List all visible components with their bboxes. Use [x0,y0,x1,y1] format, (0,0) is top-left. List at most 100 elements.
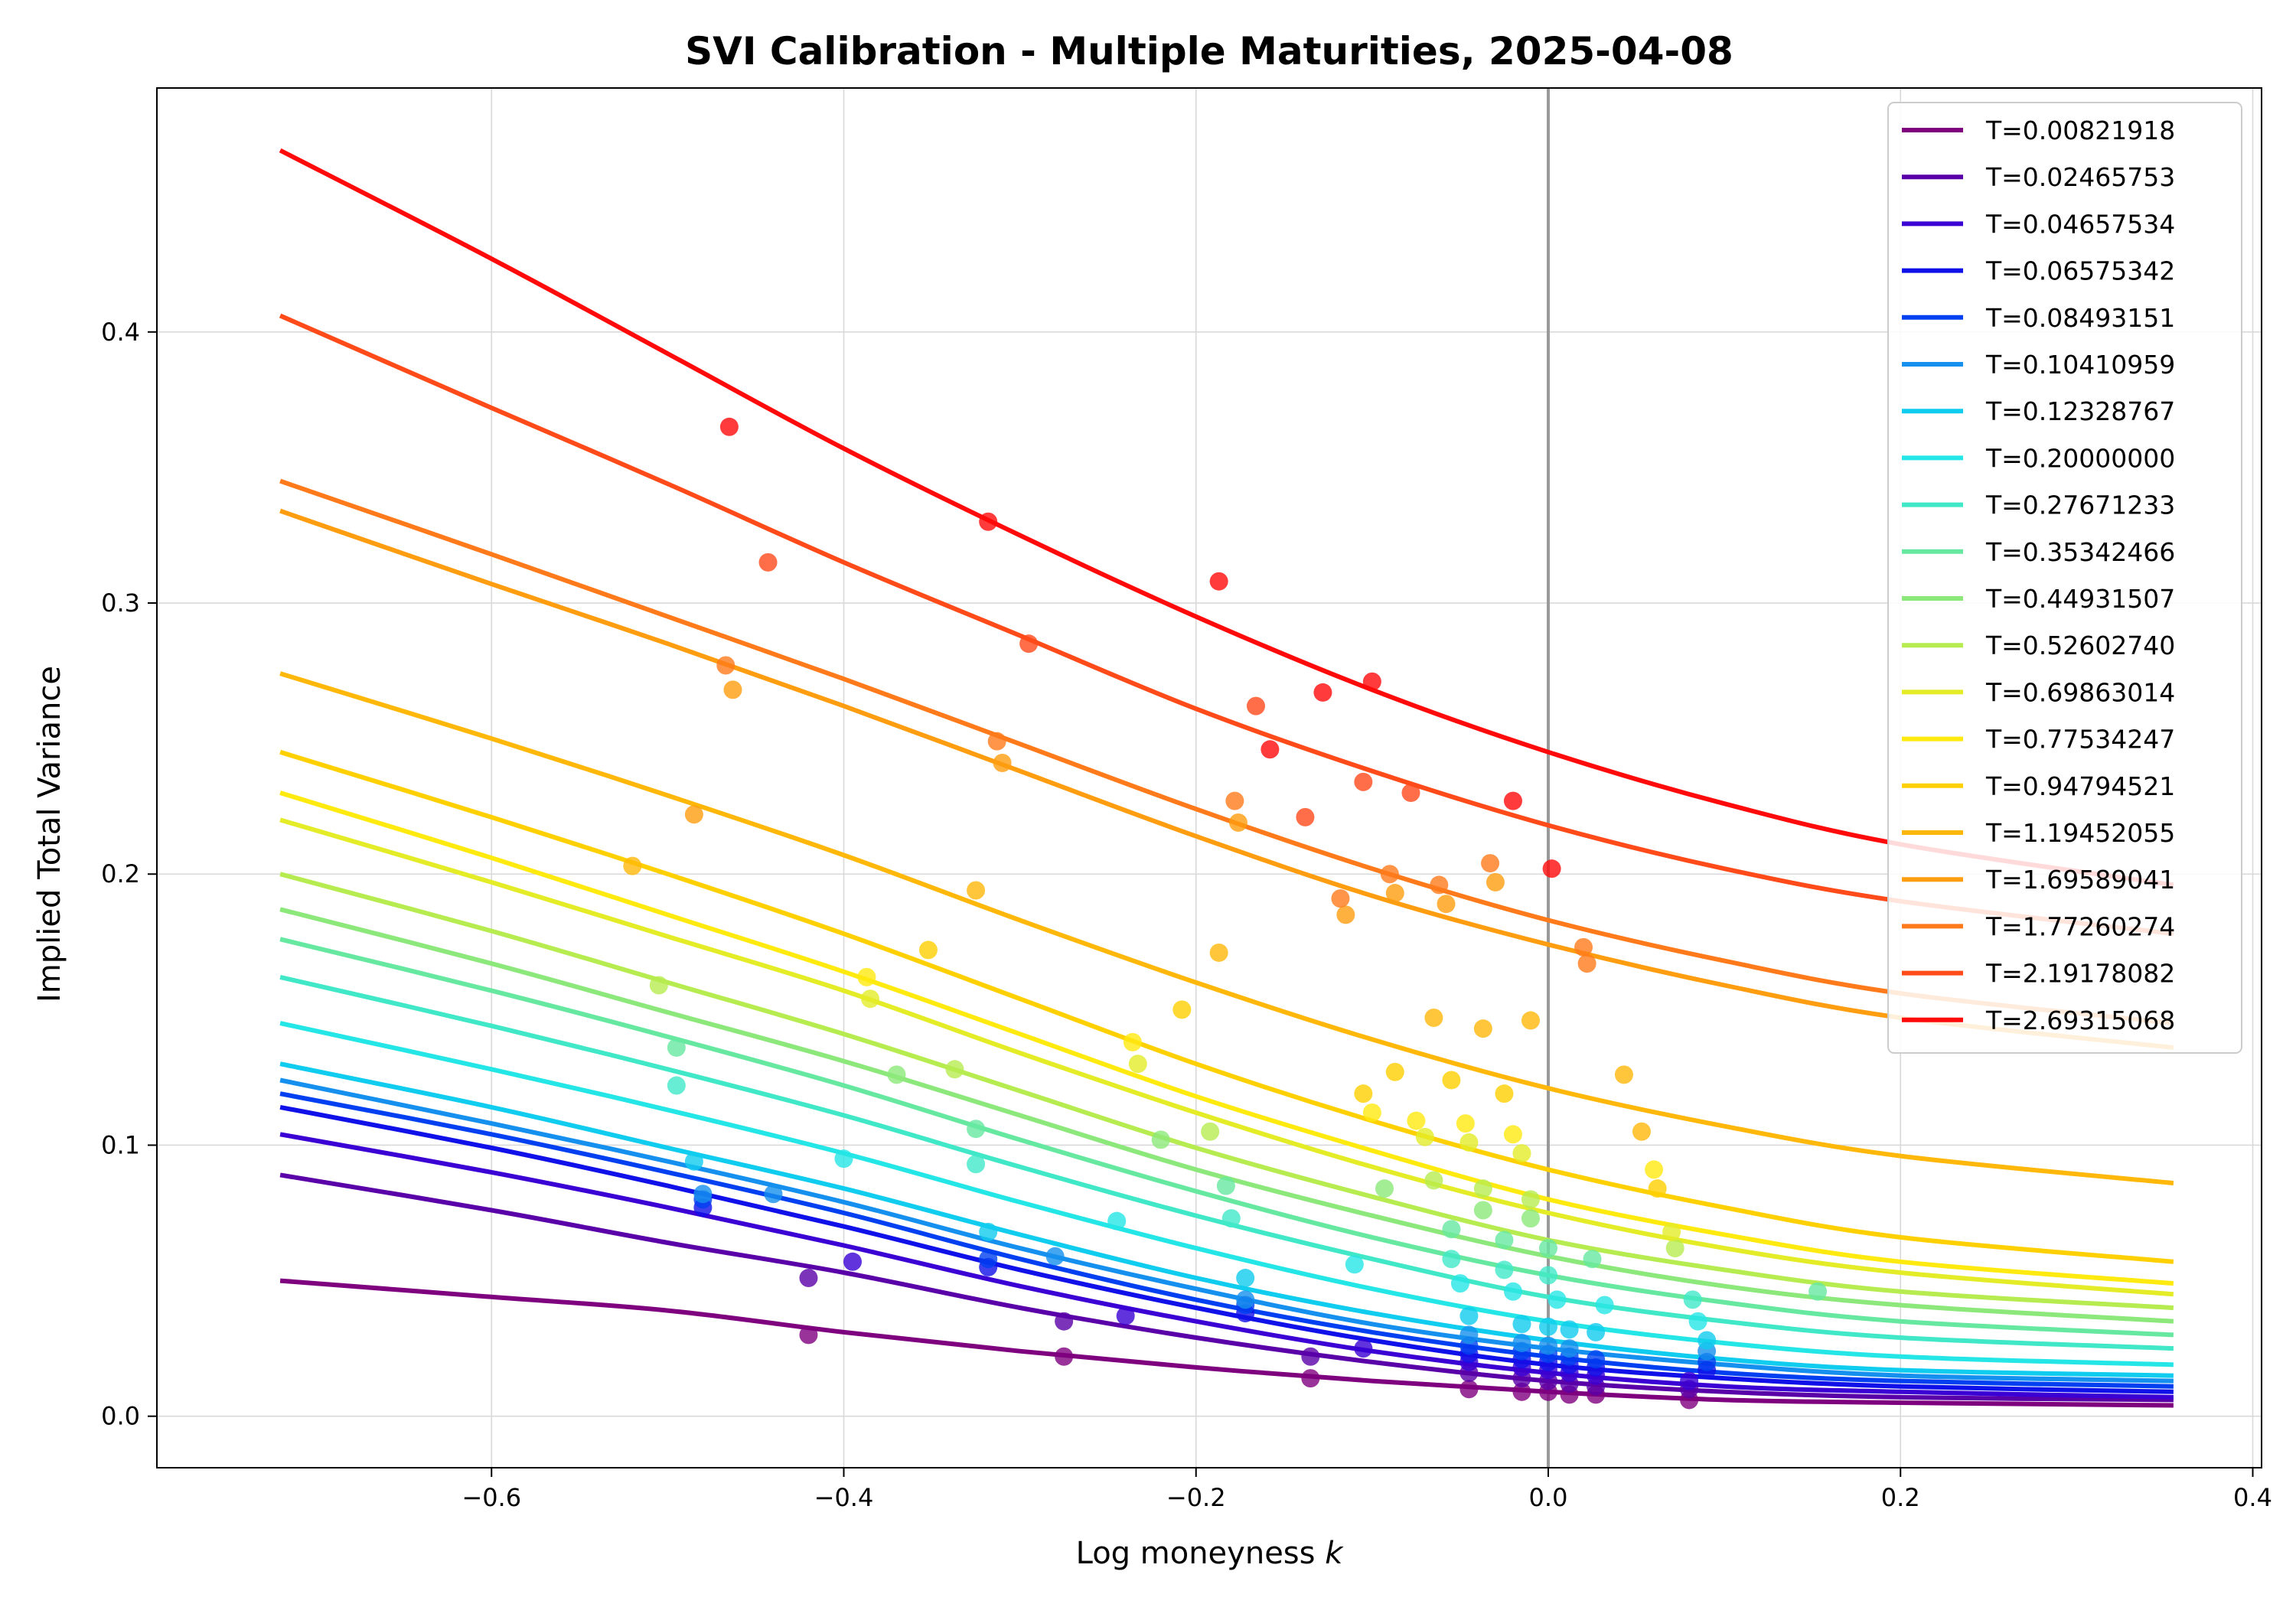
x-tick-label: 0.4 [2233,1483,2272,1512]
legend-label: T=0.08493151 [1985,303,2175,333]
market-point [1216,1176,1235,1195]
market-point [1380,865,1399,884]
market-point [1459,1325,1479,1345]
market-point [1459,1133,1479,1152]
fitted-curve [279,1061,2174,1378]
legend-label: T=0.69863014 [1985,677,2175,707]
market-point [1503,791,1522,810]
legend-label: T=0.52602740 [1985,631,2175,660]
market-point [1521,1190,1540,1209]
legend-label: T=0.77534247 [1985,725,2175,755]
legend-label: T=0.12328767 [1985,396,2175,426]
y-axis-ticks: 0.0 0.1 0.2 0.3 0.4 [101,318,157,1431]
market-point [1045,1247,1065,1266]
market-point [1116,1306,1135,1325]
market-point [1587,1350,1606,1369]
market-point [1577,954,1596,973]
market-point [1362,672,1381,691]
y-tick-label: 0.4 [101,318,140,347]
market-point [1645,1160,1664,1179]
market-point [1560,1320,1579,1339]
market-point [1503,1282,1522,1301]
legend-label: T=1.69589041 [1985,865,2175,895]
market-point [1128,1054,1147,1074]
fitted-curve [279,1278,2174,1408]
market-point [987,732,1006,751]
fitted-curve [279,937,2174,1338]
market-point [1221,1209,1241,1228]
x-tick-label: 0.2 [1881,1483,1920,1512]
fitted-curve [279,148,2174,888]
market-point [1354,1084,1373,1103]
market-point [758,553,778,572]
legend-label: T=0.44931507 [1985,584,2175,614]
legend-label: T=0.94794521 [1985,771,2175,801]
y-tick-label: 0.0 [101,1402,140,1431]
fitted-curve [279,817,2174,1297]
market-point [1688,1312,1707,1331]
market-point [967,1120,986,1139]
market-point [1261,740,1280,759]
market-point [1442,1071,1461,1090]
market-point [1495,1231,1514,1250]
y-tick-label: 0.3 [101,588,140,618]
market-point [843,1252,862,1271]
legend-box [1887,102,2242,1054]
legend-label: T=0.10410959 [1985,350,2175,380]
market-point [1424,1008,1443,1027]
market-point [693,1185,713,1204]
market-point [1336,905,1355,924]
market-point [1331,889,1350,908]
market-point [1313,683,1332,702]
legend-label: T=0.27671233 [1985,491,2175,520]
market-point [1225,791,1244,810]
x-tick-label: −0.6 [461,1483,521,1512]
market-point [1107,1211,1127,1231]
market-point [1495,1260,1514,1279]
x-axis-ticks: −0.6 −0.4 −0.2 0.0 0.2 0.4 [461,1468,2272,1512]
chart-title: SVI Calibration - Multiple Maturities, 2… [685,29,1733,73]
market-point [799,1325,818,1345]
market-point [799,1269,818,1288]
legend-label: T=0.06575342 [1985,256,2175,286]
market-point [1450,1274,1469,1293]
legend: T=0.00821918 T=0.02465753 T=0.04657534 T=0.… [1887,102,2242,1054]
market-point [667,1076,686,1095]
market-point [1665,1239,1684,1258]
market-point [1512,1382,1531,1401]
legend-label: T=0.20000000 [1985,443,2175,473]
market-point [1019,634,1039,654]
market-point [979,1222,998,1241]
market-point [1503,1125,1522,1144]
fitted-curve [279,1021,2174,1367]
market-point [1301,1347,1320,1366]
y-tick-label: 0.1 [101,1130,140,1159]
market-point [1055,1312,1074,1331]
market-point [1209,572,1228,591]
market-point [1632,1122,1651,1141]
market-point [1512,1334,1531,1353]
market-point [1538,1317,1557,1336]
legend-label: T=0.04657534 [1985,209,2175,239]
market-point [723,680,742,699]
market-point [1698,1331,1717,1350]
x-tick-label: −0.2 [1166,1483,1226,1512]
fitted-curve [279,790,2174,1286]
market-point [1424,1171,1443,1190]
legend-label: T=0.35342466 [1985,537,2175,567]
market-point [1808,1282,1828,1301]
market-point [1538,1336,1557,1355]
market-point [1172,1000,1192,1019]
fitted-curve [279,671,2174,1186]
market-point [1512,1144,1531,1163]
market-point [945,1060,964,1079]
market-point [1354,1339,1373,1358]
market-point [1542,859,1561,878]
market-point [667,1038,686,1057]
market-point [1430,875,1449,895]
market-point [1481,854,1500,873]
fitted-curve [279,1132,2174,1400]
x-axis-label-variable: k [1325,1536,1344,1571]
fitted-curve [279,478,2174,1026]
